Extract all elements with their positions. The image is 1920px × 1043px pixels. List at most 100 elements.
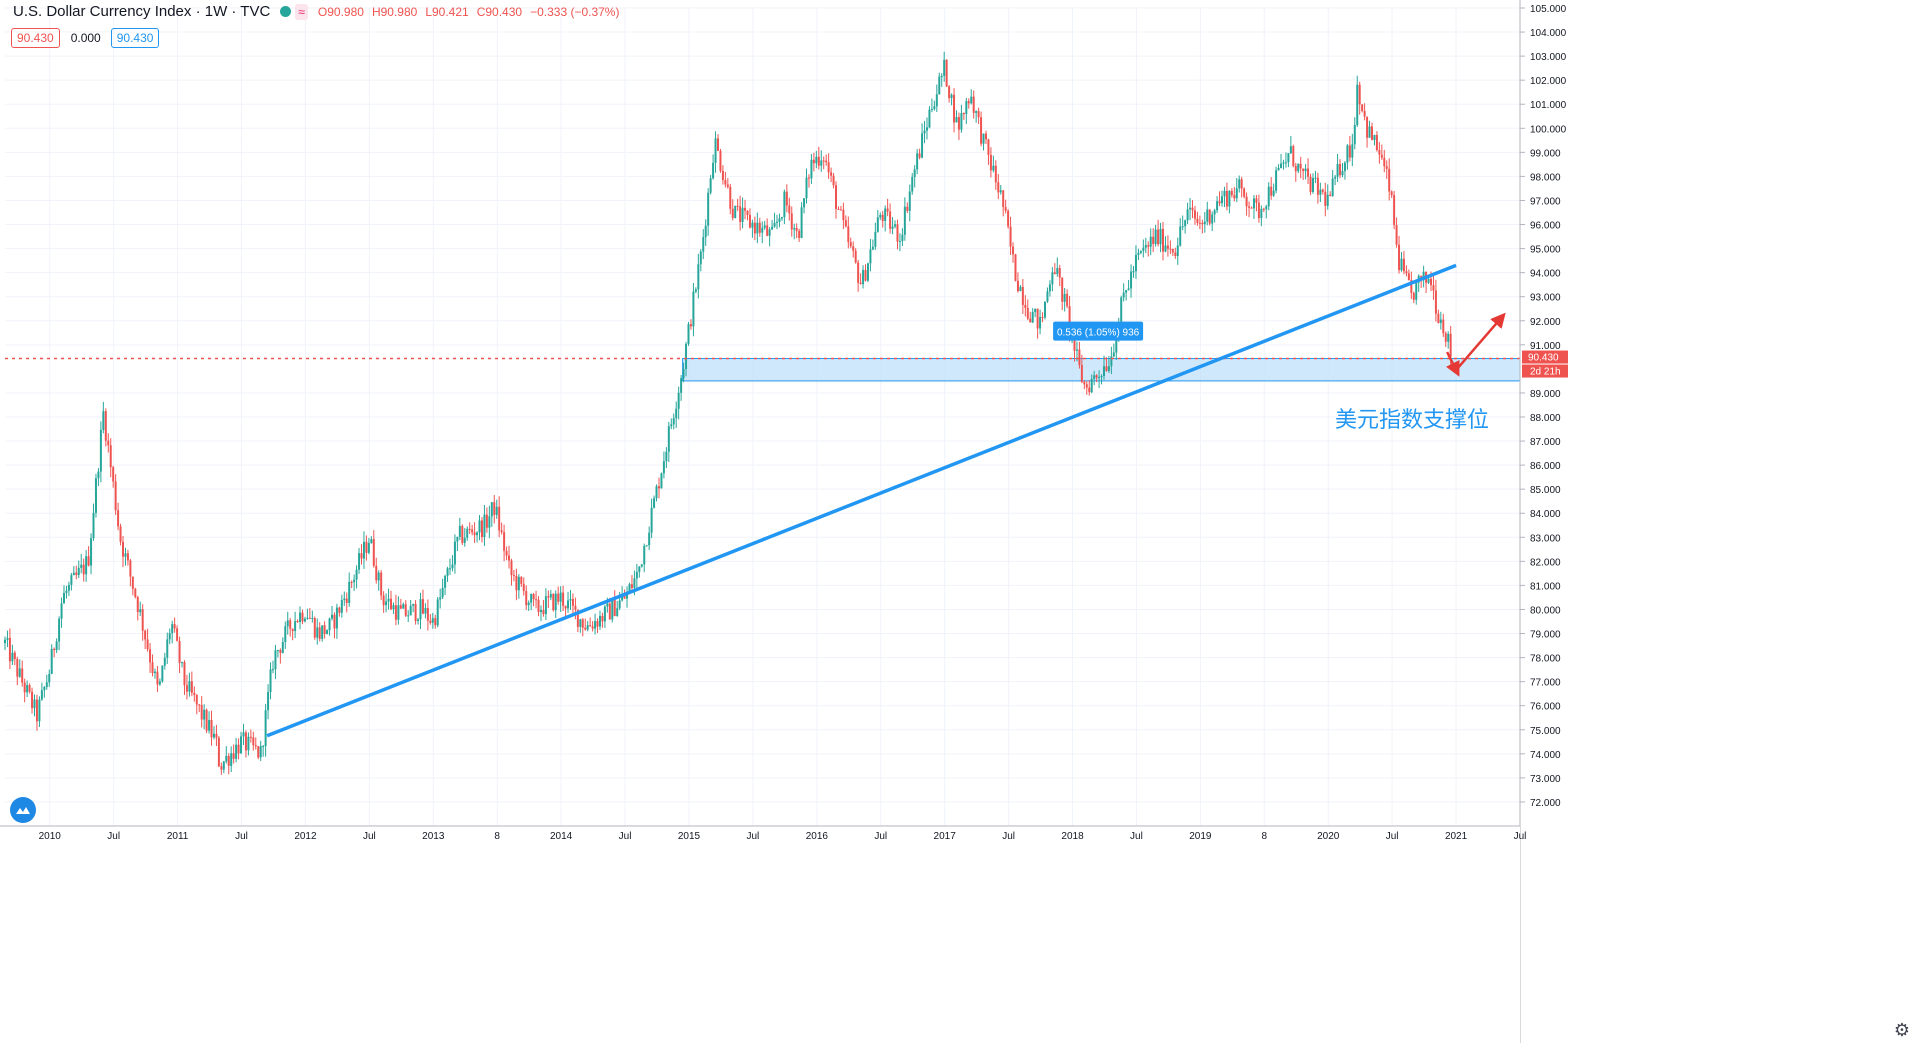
candle — [1181, 215, 1184, 231]
candle-body — [628, 584, 631, 592]
candle-body — [107, 440, 110, 446]
candle-body — [338, 607, 341, 613]
candle — [424, 603, 427, 619]
candle — [776, 214, 779, 230]
candle-body — [945, 59, 948, 87]
candle-body — [262, 746, 265, 748]
candle — [1280, 153, 1283, 169]
candle-body — [512, 575, 515, 577]
candle — [382, 591, 385, 613]
candle — [817, 146, 820, 170]
candle — [498, 496, 501, 538]
candle-body — [1351, 144, 1354, 158]
tradingview-cloud-icon[interactable] — [10, 797, 36, 823]
candle-body — [943, 59, 946, 76]
tick-label-y: 88.000 — [1530, 413, 1561, 424]
candle — [660, 472, 663, 489]
candle — [1014, 253, 1017, 282]
candle — [235, 738, 238, 763]
candle — [898, 233, 901, 252]
candle — [1125, 290, 1128, 301]
candle — [803, 198, 806, 214]
candle — [1326, 184, 1329, 210]
candle-body — [1166, 245, 1169, 249]
candle — [994, 160, 997, 190]
candle-body — [257, 746, 260, 758]
candle — [938, 72, 941, 95]
candle — [736, 198, 739, 211]
candle — [212, 726, 215, 740]
candle — [1208, 209, 1211, 226]
candle — [1314, 170, 1317, 184]
candle-body — [294, 621, 297, 632]
candle-body — [333, 614, 336, 629]
candle-body — [1230, 190, 1233, 196]
candle-body — [247, 736, 250, 751]
candle-body — [358, 553, 361, 570]
badge-value-left: 90.430 — [11, 28, 60, 48]
candle-body — [1388, 168, 1391, 192]
candle — [18, 659, 21, 678]
candle — [1019, 285, 1022, 292]
tick-label-y: 78.000 — [1530, 654, 1561, 665]
candle — [242, 723, 245, 746]
candle — [581, 618, 584, 637]
candle-body — [1275, 170, 1278, 191]
candle-body — [520, 576, 523, 584]
gear-icon[interactable]: ⚙ — [1893, 1020, 1910, 1040]
tick-label-x: 2015 — [678, 831, 701, 842]
candle-body — [677, 392, 680, 409]
indicator-badges: 90.430 0.000 90.430 — [11, 28, 160, 48]
candle — [795, 223, 798, 239]
candle — [699, 249, 702, 272]
candle — [1031, 308, 1034, 324]
candle-body — [790, 213, 793, 230]
candle-body — [321, 625, 324, 639]
candle-body — [1252, 198, 1255, 209]
candle — [60, 597, 63, 628]
candle — [1041, 312, 1044, 323]
candle-body — [1373, 135, 1376, 140]
candle — [891, 216, 894, 235]
candle — [333, 612, 336, 639]
symbol-legend[interactable]: U.S. Dollar Currency Index · 1W · TVC ≈ … — [13, 3, 619, 20]
candle — [980, 111, 983, 147]
candle — [680, 375, 683, 401]
symbol-title[interactable]: U.S. Dollar Currency Index · 1W · TVC — [13, 3, 271, 20]
candle-body — [1260, 208, 1263, 219]
candle — [311, 610, 314, 623]
candle-body — [1233, 195, 1236, 199]
candle — [399, 598, 402, 610]
candle — [763, 220, 766, 230]
candle — [1412, 291, 1415, 304]
candle — [1336, 154, 1339, 183]
candle-body — [419, 599, 422, 620]
candle-body — [984, 133, 987, 140]
candle-body — [500, 530, 503, 533]
candle-body — [330, 614, 333, 619]
candle-body — [360, 553, 363, 559]
candle-body — [493, 502, 496, 515]
candle — [163, 652, 166, 670]
candle — [1260, 205, 1263, 227]
tick-label-y: 105.000 — [1530, 4, 1567, 15]
wave-icon[interactable]: ≈ — [295, 3, 308, 20]
candle — [921, 123, 924, 159]
candle — [1400, 252, 1403, 272]
candle — [798, 228, 801, 242]
candle — [586, 620, 589, 632]
candle-body — [392, 605, 395, 610]
candle — [953, 88, 956, 133]
candle-body — [1368, 126, 1371, 138]
candle-body — [657, 486, 660, 489]
candle-body — [1112, 352, 1115, 357]
candle — [1233, 186, 1236, 202]
candle — [1191, 200, 1194, 219]
candle-body — [200, 705, 203, 720]
tick-label-y: 93.000 — [1530, 293, 1561, 304]
candle — [360, 544, 363, 565]
candle-body — [1046, 291, 1049, 302]
candle-body — [1395, 225, 1398, 245]
candle — [879, 212, 882, 220]
